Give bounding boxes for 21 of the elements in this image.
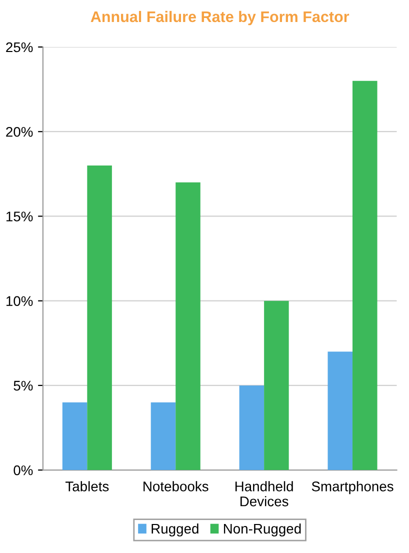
legend-label: Non-Rugged [224,523,301,536]
x-tick-label: Tablets [65,481,109,492]
y-tick-label: 5% [14,380,33,391]
bar [328,352,353,470]
x-tick-label: Handheld Devices [235,481,293,506]
bar [87,165,112,470]
y-tick-label: 10% [6,296,33,306]
x-tick-label: Smartphones [312,481,394,494]
bar [239,385,264,470]
bar [352,80,378,470]
y-tick-label: 25% [6,42,33,52]
x-tick-label: Notebooks [144,481,208,492]
bar [176,182,200,470]
y-tick-label: 15% [6,212,33,222]
bar [150,402,176,470]
y-tick-label: 20% [6,126,33,137]
chart-title: Annual Failure Rate by Form Factor [90,10,350,26]
legend-label: Rugged [152,523,198,536]
bar [62,402,88,470]
bar [264,300,289,470]
y-tick-label: 0% [14,465,33,476]
